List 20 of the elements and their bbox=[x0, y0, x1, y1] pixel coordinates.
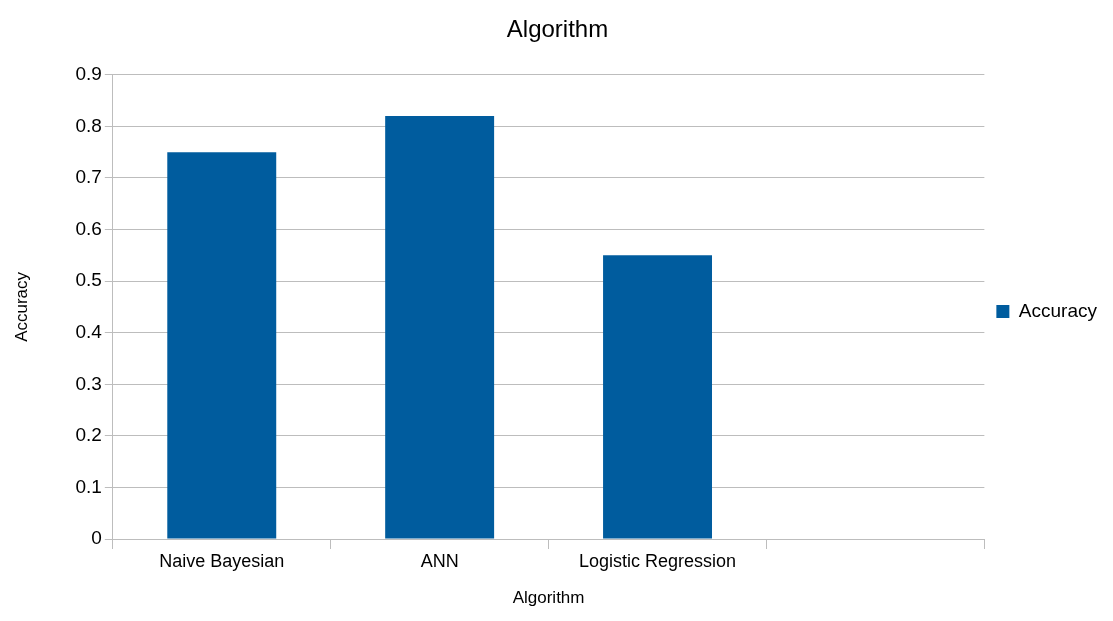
bar bbox=[167, 152, 277, 539]
y-tick-label: 0.6 bbox=[75, 217, 102, 239]
y-tick-label: 0.5 bbox=[75, 269, 102, 291]
y-tick-label: 0.9 bbox=[75, 63, 102, 85]
y-tick-label: 0.8 bbox=[75, 114, 102, 136]
bar bbox=[385, 116, 495, 539]
y-tick-label: 0.2 bbox=[75, 424, 102, 446]
x-tick-label: ANN bbox=[420, 550, 459, 571]
bar bbox=[603, 255, 713, 539]
chart-title: Algorithm bbox=[506, 15, 609, 43]
y-tick-label: 0.1 bbox=[75, 475, 102, 497]
y-tick-label: 0.3 bbox=[75, 372, 102, 394]
y-tick-label: 0.4 bbox=[75, 320, 103, 342]
x-axis-title: Algorithm bbox=[512, 588, 585, 608]
x-tick-label: Naive Bayesian bbox=[159, 550, 285, 571]
y-tick-label: 0 bbox=[91, 527, 102, 549]
legend-label: Accuracy bbox=[1018, 299, 1098, 321]
y-tick-label: 0.7 bbox=[75, 166, 102, 188]
y-axis-title: Accuracy bbox=[11, 271, 31, 342]
x-tick-label: Logistic Regression bbox=[578, 550, 737, 571]
